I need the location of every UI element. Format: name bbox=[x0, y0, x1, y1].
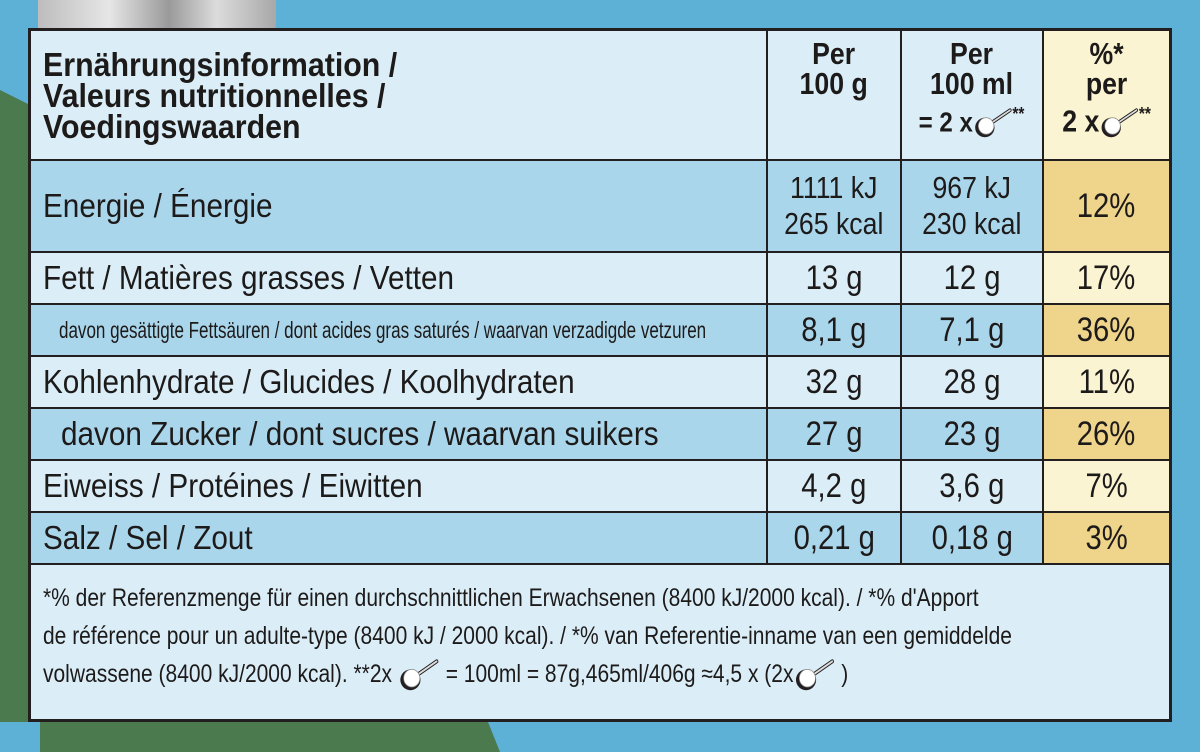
value-pct: 12% bbox=[1077, 187, 1136, 225]
col1-line2: 100 g bbox=[799, 66, 869, 101]
value-pct: 17% bbox=[1077, 259, 1136, 297]
value-per-100g: 8,1 g bbox=[801, 311, 867, 349]
footnote-line: de référence pour un adulte-type (8400 k… bbox=[43, 622, 1012, 650]
value-per-100ml: 3,6 g bbox=[939, 467, 1005, 505]
value-per-100ml: 7,1 g bbox=[939, 311, 1005, 349]
table-title: Ernährungsinformation / Valeurs nutritio… bbox=[31, 31, 768, 159]
value-per-100g: 0,21 g bbox=[793, 519, 875, 557]
title-line-fr: Valeurs nutritionnelles / bbox=[43, 76, 386, 114]
ladle-icon bbox=[793, 659, 835, 691]
table-row-salt: Salz / Sel / Zout 0,21 g 0,18 g 3% bbox=[31, 513, 1169, 565]
row-label: davon Zucker / dont sucres / waarvan sui… bbox=[61, 415, 659, 452]
footnote-line: volwassene (8400 kJ/2000 kcal). **2x bbox=[43, 660, 393, 688]
value-kj: 1111 kJ bbox=[790, 170, 878, 205]
col-header-pct: %* per 2 x ** bbox=[1044, 31, 1169, 159]
title-line-nl: Voedingswaarden bbox=[43, 107, 301, 145]
value-per-100g: 27 g bbox=[805, 415, 863, 453]
col3-line3: 2 x bbox=[1062, 103, 1100, 139]
table-row-sugars: davon Zucker / dont sucres / waarvan sui… bbox=[31, 409, 1169, 461]
value-pct: 26% bbox=[1077, 415, 1136, 453]
footnote-line: ) bbox=[835, 660, 849, 688]
table-row-carbohydrates: Kohlenhydrate / Glucides / Koolhydraten … bbox=[31, 357, 1169, 409]
col3-line2: per bbox=[1085, 66, 1128, 101]
value-per-100ml: 0,18 g bbox=[931, 519, 1013, 557]
value-kcal: 230 kcal bbox=[922, 206, 1022, 241]
col2-line1: Per bbox=[950, 36, 994, 71]
ladle-icon bbox=[1099, 108, 1139, 138]
row-label: Energie / Énergie bbox=[43, 187, 273, 224]
table-row-saturated-fat: davon gesättigte Fettsäuren / dont acide… bbox=[31, 305, 1169, 357]
ladle-icon bbox=[973, 108, 1013, 138]
col1-line1: Per bbox=[812, 36, 856, 71]
col2-footnote-mark: ** bbox=[1012, 104, 1025, 124]
row-label: davon gesättigte Fettsäuren / dont acide… bbox=[59, 316, 707, 343]
value-pct: 36% bbox=[1077, 311, 1136, 349]
background-photo bbox=[38, 0, 276, 30]
value-pct: 11% bbox=[1078, 363, 1135, 401]
title-line-de: Ernährungsinformation / bbox=[43, 45, 398, 83]
col2-line2: 100 ml bbox=[930, 66, 1014, 101]
ladle-icon bbox=[398, 659, 440, 691]
value-per-100ml: 12 g bbox=[943, 259, 1001, 297]
col-header-per-100ml: Per 100 ml = 2 x ** bbox=[902, 31, 1044, 159]
row-label: Kohlenhydrate / Glucides / Koolhydraten bbox=[43, 363, 575, 400]
value-per-100ml: 23 g bbox=[943, 415, 1001, 453]
value-kcal: 265 kcal bbox=[784, 206, 884, 241]
row-label: Fett / Matières grasses / Vetten bbox=[43, 259, 455, 296]
table-row-protein: Eiweiss / Protéines / Eiwitten 4,2 g 3,6… bbox=[31, 461, 1169, 513]
table-row-energy: Energie / Énergie 1111 kJ 265 kcal 967 kJ… bbox=[31, 161, 1169, 253]
footnote-line: *% der Referenzmenge für einen durchschn… bbox=[43, 584, 979, 612]
value-pct: 3% bbox=[1085, 519, 1128, 557]
col-header-per-100g: Per 100 g bbox=[768, 31, 902, 159]
row-label: Eiweiss / Protéines / Eiwitten bbox=[43, 467, 423, 504]
col3-footnote-mark: ** bbox=[1138, 104, 1151, 124]
header-row: Ernährungsinformation / Valeurs nutritio… bbox=[31, 31, 1169, 161]
nutrition-table: Ernährungsinformation / Valeurs nutritio… bbox=[28, 28, 1172, 722]
value-per-100g: 4,2 g bbox=[801, 467, 867, 505]
footnote-line: = 100ml = 87g,465ml/406g ≈4,5 x (2x bbox=[439, 660, 794, 688]
col2-line3: = 2 x bbox=[919, 106, 974, 138]
value-kj: 967 kJ bbox=[932, 170, 1012, 205]
row-label: Salz / Sel / Zout bbox=[43, 519, 253, 556]
value-per-100ml: 28 g bbox=[943, 363, 1001, 401]
table-row-fat: Fett / Matières grasses / Vetten 13 g 12… bbox=[31, 253, 1169, 305]
footnote: *% der Referenzmenge für einen durchschn… bbox=[31, 565, 1169, 719]
value-per-100g: 13 g bbox=[805, 259, 863, 297]
col3-line1: %* bbox=[1089, 36, 1124, 71]
value-per-100g: 32 g bbox=[805, 363, 863, 401]
value-pct: 7% bbox=[1085, 467, 1128, 505]
